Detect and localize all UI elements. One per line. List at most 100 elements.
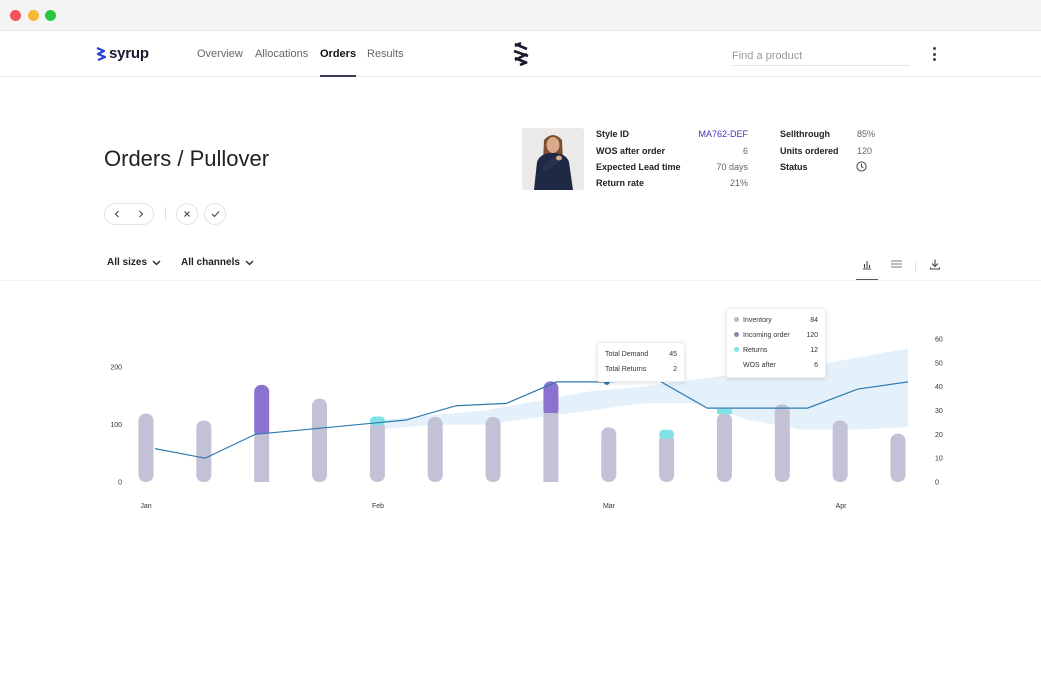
close-window-icon[interactable] [10,10,21,21]
tooltip-value: 12 [810,347,818,354]
wos-line [154,378,909,459]
app-header: syrup Overview Allocations Orders Result… [0,31,1041,77]
inventory-bar [890,433,906,482]
left-axis-tick: 200 [110,365,122,372]
tab-allocations[interactable]: Allocations [255,48,309,60]
returns-marker [659,429,675,439]
inventory-bar [138,413,154,482]
list-view-icon[interactable] [890,258,903,270]
window-titlebar [0,0,1041,31]
inventory-bar [312,398,328,482]
channel-filter-dropdown[interactable]: All channels [181,257,254,268]
inventory-bar [601,427,617,482]
toolbar-divider [165,207,166,221]
clock-icon [856,161,867,172]
inventory-bar [832,420,848,482]
size-filter-dropdown[interactable]: All sizes [107,257,161,268]
stripe-logo-icon [513,42,529,66]
right-axis-tick: 60 [935,337,943,344]
status-label: Status [780,162,808,172]
pager [104,203,154,225]
sellthrough-value: 85% [856,129,875,139]
lead-time-value: 70 days [716,162,748,172]
x-axis-label: Feb [372,503,384,510]
wos-after-order-value: 6 [742,146,748,156]
tooltip-value: 84 [810,317,818,324]
right-axis-tick: 10 [935,456,943,463]
returns-marker [716,409,732,414]
chevron-down-icon [152,260,161,265]
close-icon [184,211,190,217]
product-thumbnail [522,128,584,190]
channel-filter-label: All channels [181,257,240,268]
tooltip-label: Total Demand [605,351,649,358]
returns-marker [369,416,385,426]
inventory-bar [485,417,501,482]
tooltip-value: 45 [669,351,677,358]
style-id-value: MA762-DEF [698,129,748,139]
sellthrough-label: Sellthrough [780,129,830,139]
brand-name: syrup [109,45,149,62]
legend-dot [734,332,739,337]
right-axis-tick: 30 [935,408,943,415]
product-search-input[interactable] [732,46,910,66]
inventory-tooltip: Inventory 84 Incoming order 120 Returns 12 … [726,308,826,378]
section-divider [0,280,1041,281]
syrup-logo-icon [96,46,106,61]
return-rate-label: Return rate [596,178,645,188]
tab-results[interactable]: Results [367,48,404,60]
tooltip-value: 2 [673,366,677,373]
chevron-down-icon [245,260,254,265]
legend-dot [734,317,739,322]
tab-orders[interactable]: Orders [320,48,357,77]
inventory-bar [196,420,212,482]
maximize-window-icon[interactable] [45,10,56,21]
inventory-bar [427,417,443,482]
inventory-bar-cap [543,476,559,482]
demand-tooltip: Total Demand 45 Total Returns 2 [597,342,685,382]
reject-button[interactable] [176,203,198,225]
size-filter-label: All sizes [107,257,148,268]
inventory-bar [543,413,559,482]
units-ordered-value: 120 [856,146,872,156]
x-axis-label: Apr [836,503,848,510]
tab-overview[interactable]: Overview [197,48,243,60]
units-ordered-label: Units ordered [780,146,839,156]
inventory-bar [774,404,790,482]
style-id-label: Style ID [596,129,630,139]
tooltip-value: 120 [806,332,818,339]
incoming-bar [254,384,270,438]
tooltip-label: Incoming order [743,332,790,339]
wos-after-order-label: WOS after order [596,146,666,156]
page-title: Orders / Pullover [104,146,270,171]
tooltip-label: WOS after [743,362,776,369]
brand-logo[interactable]: syrup [96,45,149,62]
x-axis-label: Jan [140,503,151,510]
chevron-right-icon [139,210,144,218]
inventory-bar [716,413,732,482]
lead-time-label: Expected Lead time [596,162,681,172]
approve-button[interactable] [204,203,226,225]
toolbar-divider [915,262,916,272]
next-button[interactable] [129,204,153,224]
return-rate-value: 21% [729,178,748,188]
model-image-icon [522,128,584,190]
left-axis-tick: 0 [118,480,122,487]
download-icon[interactable] [929,258,941,270]
more-options-icon[interactable] [928,45,940,63]
legend-dot [734,347,739,352]
x-axis-label: Mar [603,503,616,510]
right-axis-tick: 40 [935,384,943,391]
minimize-window-icon[interactable] [28,10,39,21]
chevron-left-icon [114,210,119,218]
right-axis-tick: 0 [935,480,939,487]
inventory-bar-cap [254,476,270,482]
previous-button[interactable] [105,204,129,224]
check-icon [211,211,219,218]
incoming-bar [543,381,559,417]
inventory-bar [659,433,675,482]
right-axis-tick: 20 [935,432,943,439]
bar-chart-view-icon[interactable] [861,258,873,270]
tooltip-value: 6 [814,362,818,369]
tooltip-label: Inventory [743,317,772,324]
